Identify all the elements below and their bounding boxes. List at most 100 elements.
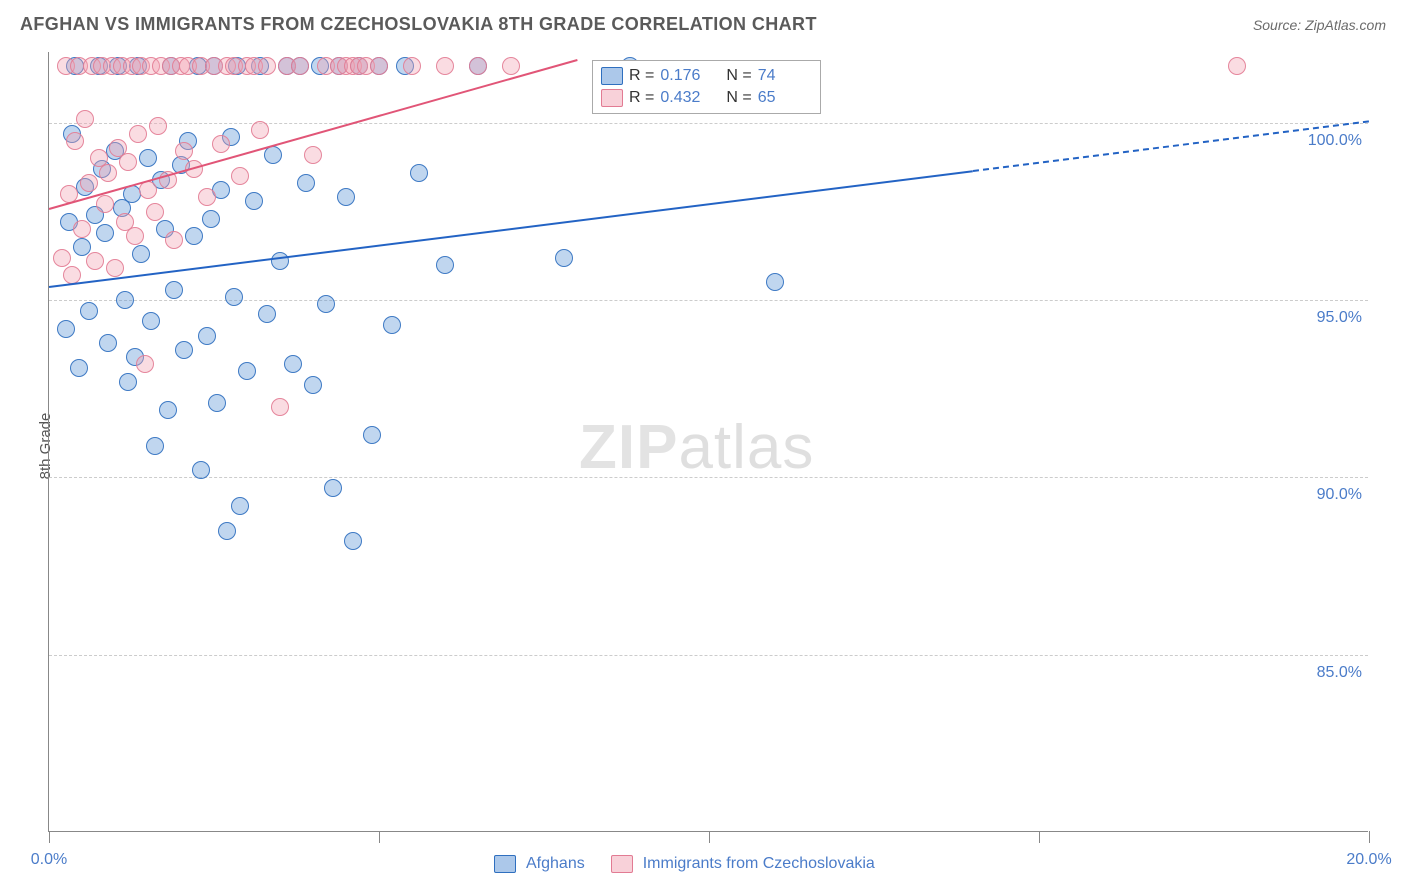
scatter-point-czech	[86, 252, 104, 270]
gridline-h	[49, 300, 1368, 301]
series-label-czech: Immigrants from Czechoslovakia	[643, 855, 875, 873]
scatter-point-afghans	[185, 227, 203, 245]
scatter-point-afghans	[344, 532, 362, 550]
scatter-point-afghans	[57, 320, 75, 338]
scatter-point-czech	[136, 355, 154, 373]
scatter-point-afghans	[231, 497, 249, 515]
scatter-point-czech	[99, 164, 117, 182]
scatter-point-afghans	[218, 522, 236, 540]
scatter-point-czech	[469, 57, 487, 75]
legend-n-value-czech: 65	[758, 89, 812, 107]
scatter-point-czech	[258, 57, 276, 75]
scatter-point-afghans	[139, 149, 157, 167]
series-swatch-czech	[611, 855, 633, 873]
scatter-point-afghans	[165, 281, 183, 299]
scatter-point-afghans	[766, 273, 784, 291]
scatter-point-afghans	[99, 334, 117, 352]
x-tick-label: 0.0%	[31, 851, 67, 869]
chart-source: Source: ZipAtlas.com	[1253, 17, 1386, 33]
scatter-point-afghans	[324, 479, 342, 497]
scatter-point-czech	[370, 57, 388, 75]
legend-swatch-afghans	[601, 67, 623, 85]
x-tick	[379, 831, 380, 843]
gridline-h	[49, 477, 1368, 478]
legend-r-label: R =	[629, 89, 654, 107]
scatter-point-czech	[139, 181, 157, 199]
scatter-point-afghans	[146, 437, 164, 455]
y-tick-label: 85.0%	[1317, 664, 1362, 682]
correlation-legend: R =0.176N =74R =0.432N =65	[592, 60, 821, 114]
scatter-point-czech	[119, 153, 137, 171]
scatter-point-czech	[146, 203, 164, 221]
scatter-point-afghans	[225, 288, 243, 306]
scatter-point-afghans	[238, 362, 256, 380]
scatter-point-czech	[175, 142, 193, 160]
scatter-point-afghans	[80, 302, 98, 320]
scatter-point-afghans	[284, 355, 302, 373]
scatter-point-afghans	[410, 164, 428, 182]
scatter-point-afghans	[317, 295, 335, 313]
chart-title: AFGHAN VS IMMIGRANTS FROM CZECHOSLOVAKIA…	[20, 14, 817, 35]
gridline-h	[49, 655, 1368, 656]
scatter-point-afghans	[436, 256, 454, 274]
scatter-point-czech	[126, 227, 144, 245]
scatter-point-czech	[149, 117, 167, 135]
scatter-point-afghans	[70, 359, 88, 377]
scatter-point-afghans	[304, 376, 322, 394]
legend-swatch-czech	[601, 89, 623, 107]
scatter-point-czech	[96, 195, 114, 213]
correlation-legend-row-czech: R = 0.432 N = 65	[601, 87, 812, 109]
scatter-point-afghans	[175, 341, 193, 359]
legend-r-value-czech: 0.432	[660, 89, 714, 107]
scatter-point-afghans	[119, 373, 137, 391]
scatter-chart: ZIPatlas 85.0%90.0%95.0%100.0%0.0%20.0%R…	[48, 52, 1368, 832]
scatter-point-afghans	[198, 327, 216, 345]
x-tick-label: 20.0%	[1346, 851, 1391, 869]
scatter-point-czech	[198, 188, 216, 206]
series-legend: Afghans Immigrants from Czechoslovakia	[494, 855, 891, 873]
scatter-point-afghans	[159, 401, 177, 419]
legend-n-label: N =	[726, 67, 751, 85]
scatter-point-afghans	[202, 210, 220, 228]
y-tick-label: 100.0%	[1308, 132, 1362, 150]
scatter-point-czech	[73, 220, 91, 238]
scatter-point-afghans	[258, 305, 276, 323]
scatter-point-afghans	[337, 188, 355, 206]
scatter-point-afghans	[363, 426, 381, 444]
scatter-point-czech	[231, 167, 249, 185]
legend-n-label: N =	[726, 89, 751, 107]
scatter-point-afghans	[73, 238, 91, 256]
scatter-point-afghans	[96, 224, 114, 242]
scatter-point-afghans	[383, 316, 401, 334]
correlation-legend-row-afghans: R =0.176N =74	[601, 65, 812, 87]
watermark-bold: ZIP	[579, 413, 678, 482]
scatter-point-czech	[304, 146, 322, 164]
scatter-point-czech	[1228, 57, 1246, 75]
scatter-point-afghans	[208, 394, 226, 412]
x-tick	[1039, 831, 1040, 843]
series-label-afghans: Afghans	[526, 855, 585, 873]
scatter-point-czech	[129, 125, 147, 143]
scatter-point-czech	[251, 121, 269, 139]
legend-r-label: R =	[629, 67, 654, 85]
scatter-point-afghans	[132, 245, 150, 263]
scatter-point-czech	[436, 57, 454, 75]
scatter-point-czech	[76, 110, 94, 128]
series-swatch-afghans	[494, 855, 516, 873]
scatter-point-afghans	[116, 291, 134, 309]
scatter-point-czech	[502, 57, 520, 75]
watermark: ZIPatlas	[579, 412, 814, 483]
scatter-point-czech	[165, 231, 183, 249]
scatter-point-czech	[80, 174, 98, 192]
x-tick	[1369, 831, 1370, 843]
scatter-point-afghans	[555, 249, 573, 267]
scatter-point-afghans	[297, 174, 315, 192]
x-tick	[49, 831, 50, 843]
x-tick	[709, 831, 710, 843]
y-tick-label: 90.0%	[1317, 486, 1362, 504]
scatter-point-afghans	[142, 312, 160, 330]
watermark-rest: atlas	[678, 413, 814, 482]
scatter-point-czech	[291, 57, 309, 75]
y-tick-label: 95.0%	[1317, 309, 1362, 327]
scatter-point-czech	[271, 398, 289, 416]
